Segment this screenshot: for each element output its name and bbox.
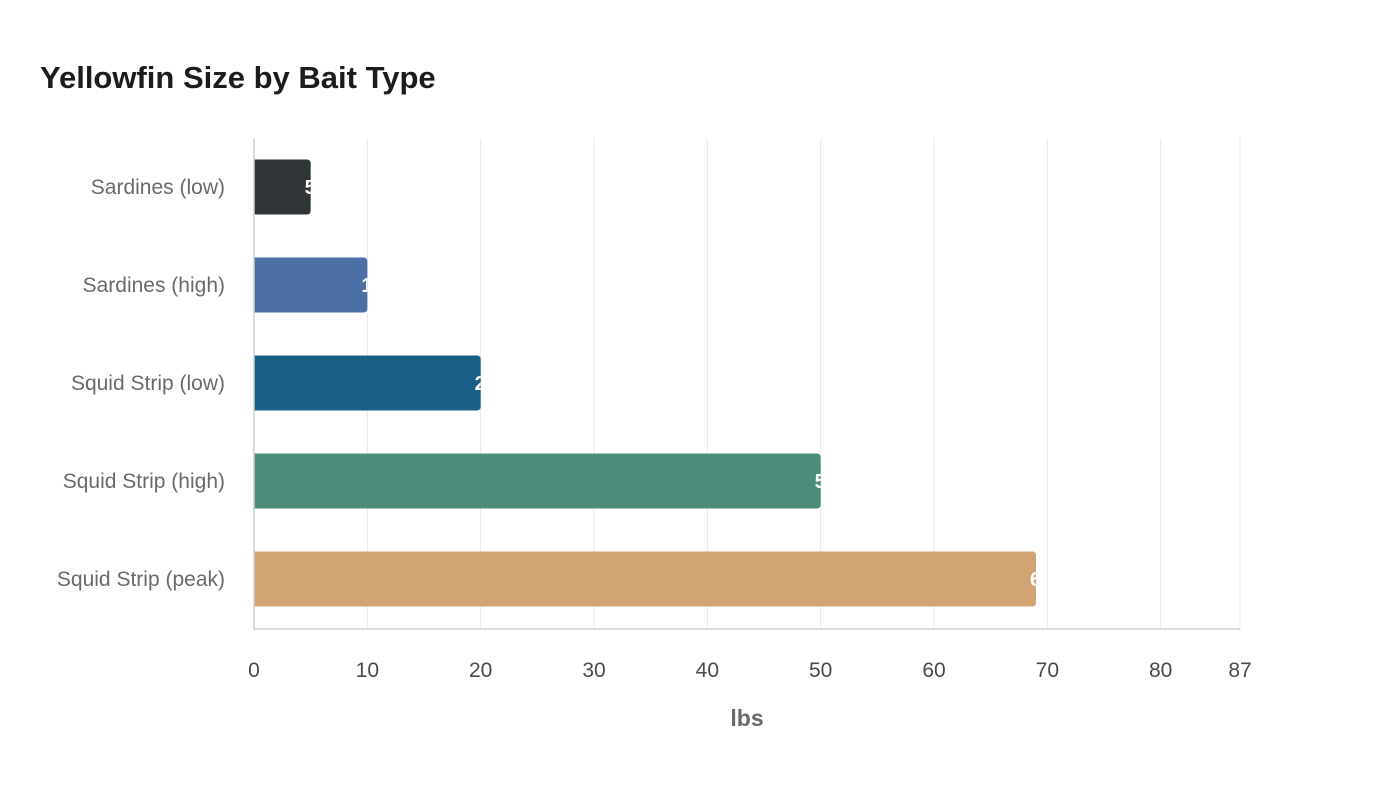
bar-squid-strip-peak[interactable]: [254, 551, 1036, 607]
axes: [253, 138, 1240, 630]
bar-value-label: 69: [1030, 569, 1052, 591]
x-axis-title: lbs: [730, 705, 763, 731]
x-tick-label: 70: [1036, 659, 1059, 682]
category-label: Sardines (low): [91, 176, 225, 199]
x-tick-labels: 0 10 20 30 40 50 60 70 80 87: [248, 659, 1252, 682]
x-tick-label: 87: [1228, 659, 1251, 682]
bar-squid-strip-low[interactable]: [254, 355, 481, 411]
x-tick-label: 40: [696, 659, 719, 682]
category-labels: Sardines (low) Sardines (high) Squid Strip…: [57, 176, 225, 591]
bar-value-label: 20: [475, 373, 497, 395]
bar-value-label: 5: [305, 177, 316, 199]
x-tick-label: 0: [248, 659, 260, 682]
chart-title: Yellowfin Size by Bait Type: [40, 60, 436, 95]
category-label: Sardines (high): [83, 274, 225, 297]
x-tick-label: 50: [809, 659, 832, 682]
category-label: Squid Strip (high): [63, 470, 225, 493]
x-tick-label: 80: [1149, 659, 1172, 682]
bar-value-label: 50: [815, 471, 837, 493]
x-tick-label: 60: [922, 659, 945, 682]
bar-squid-strip-high[interactable]: [254, 453, 821, 509]
x-tick-label: 30: [582, 659, 605, 682]
bars: 5 10 20 50 69: [254, 159, 1052, 607]
category-label: Squid Strip (low): [71, 372, 225, 395]
bar-sardines-high[interactable]: [254, 257, 368, 313]
bar-sardines-low[interactable]: [254, 159, 311, 215]
category-label: Squid Strip (peak): [57, 568, 225, 591]
bar-value-label: 10: [361, 275, 383, 297]
x-tick-label: 10: [356, 659, 379, 682]
x-tick-label: 20: [469, 659, 492, 682]
